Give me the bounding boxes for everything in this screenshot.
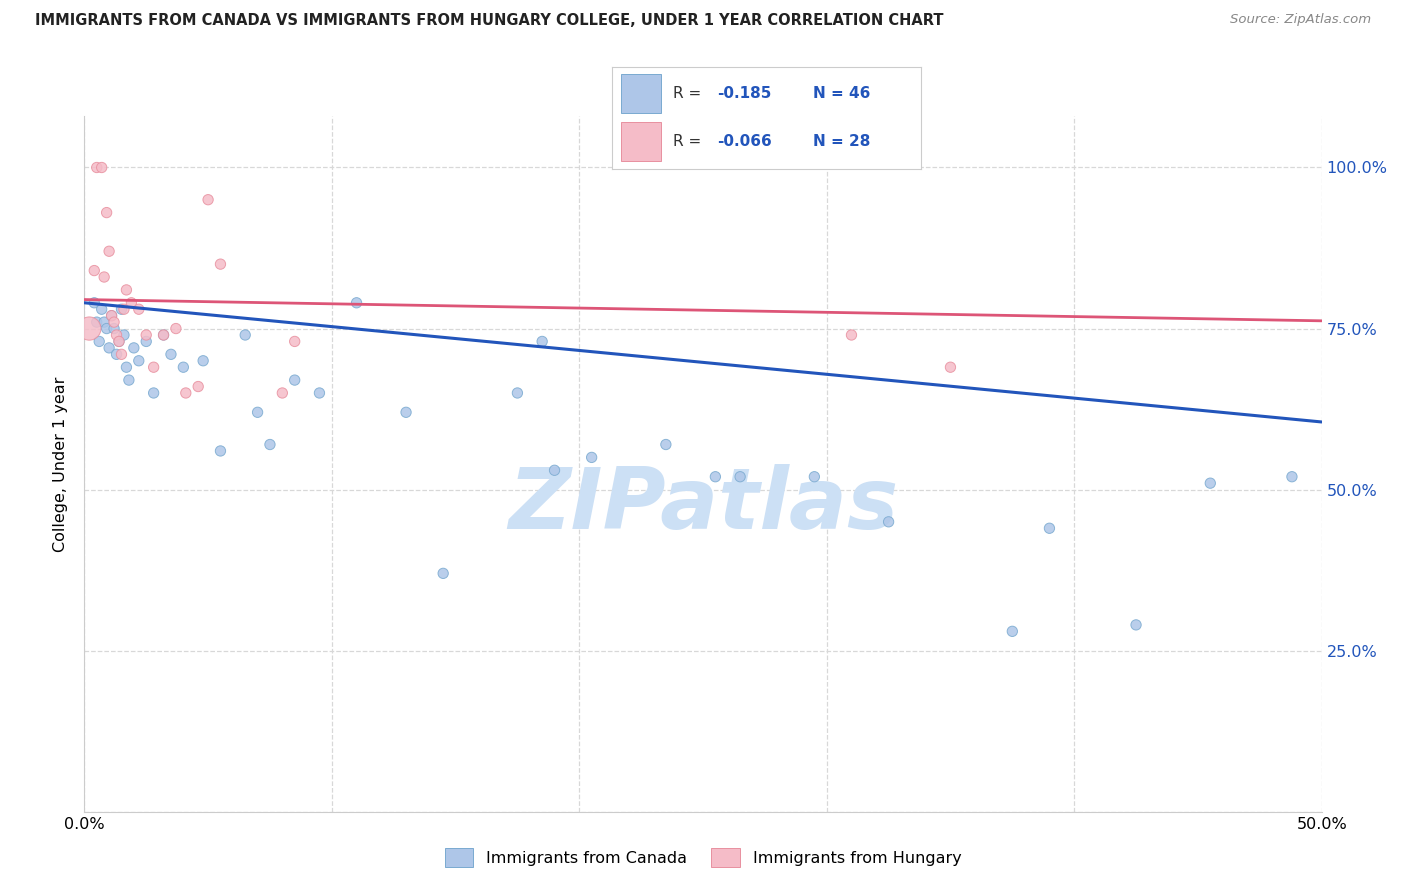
Point [655,437,678,451]
Point [83,295,105,310]
Point [704,469,727,483]
Point [98,244,121,259]
Point [90,302,112,317]
Point [120,295,142,310]
Point [259,437,281,451]
Point [160,347,183,361]
Point [83,263,105,277]
Point [122,341,145,355]
Point [135,334,157,349]
Point [1125,618,1147,632]
Point [110,302,132,317]
Point [108,334,131,349]
Point [115,283,138,297]
Point [506,386,529,401]
Point [93,315,115,329]
Text: N = 46: N = 46 [813,86,870,101]
Point [877,515,900,529]
Legend: Immigrants from Canada, Immigrants from Hungary: Immigrants from Canada, Immigrants from … [439,842,967,873]
Point [89,334,111,349]
Point [98,341,121,355]
Point [86,315,108,329]
Point [246,405,269,419]
Point [197,193,219,207]
Point [86,161,108,175]
Point [152,328,174,343]
Point [543,463,565,477]
Point [112,302,135,317]
Text: ZIPatlas: ZIPatlas [508,464,898,547]
Text: Source: ZipAtlas.com: Source: ZipAtlas.com [1230,13,1371,27]
Point [128,302,150,317]
Point [1001,624,1024,639]
Y-axis label: College, Under 1 year: College, Under 1 year [53,376,69,551]
Text: -0.185: -0.185 [717,86,770,101]
Point [728,469,751,483]
Text: R =: R = [673,135,707,149]
FancyBboxPatch shape [621,74,661,113]
Point [108,334,131,349]
Point [142,360,165,375]
Point [395,405,418,419]
FancyBboxPatch shape [621,122,661,161]
Text: R =: R = [673,86,707,101]
Point [165,321,187,335]
Point [432,566,454,581]
Point [803,469,825,483]
Point [346,295,368,310]
Point [1281,469,1303,483]
Point [172,360,194,375]
Point [174,386,197,401]
Point [152,328,174,343]
Point [284,334,307,349]
Point [96,205,118,219]
Point [100,309,122,323]
Point [93,270,115,285]
Text: -0.066: -0.066 [717,135,772,149]
Text: N = 28: N = 28 [813,135,870,149]
Point [939,360,962,375]
Point [531,334,554,349]
Point [284,373,307,387]
Point [209,257,232,271]
Point [118,373,141,387]
Point [96,321,118,335]
Point [103,321,125,335]
Point [112,328,135,343]
Point [90,161,112,175]
Point [105,328,128,343]
Point [841,328,863,343]
Point [1199,476,1222,491]
Point [79,321,101,335]
Point [100,309,122,323]
Point [105,347,128,361]
Point [103,315,125,329]
Point [308,386,330,401]
Point [1038,521,1060,535]
Point [209,444,232,458]
Point [110,347,132,361]
Point [191,353,214,368]
Point [271,386,294,401]
Point [115,360,138,375]
Point [187,379,209,393]
Point [135,328,157,343]
Point [233,328,256,343]
Text: IMMIGRANTS FROM CANADA VS IMMIGRANTS FROM HUNGARY COLLEGE, UNDER 1 YEAR CORRELAT: IMMIGRANTS FROM CANADA VS IMMIGRANTS FRO… [35,13,943,29]
Point [581,450,603,465]
Point [142,386,165,401]
Point [128,353,150,368]
